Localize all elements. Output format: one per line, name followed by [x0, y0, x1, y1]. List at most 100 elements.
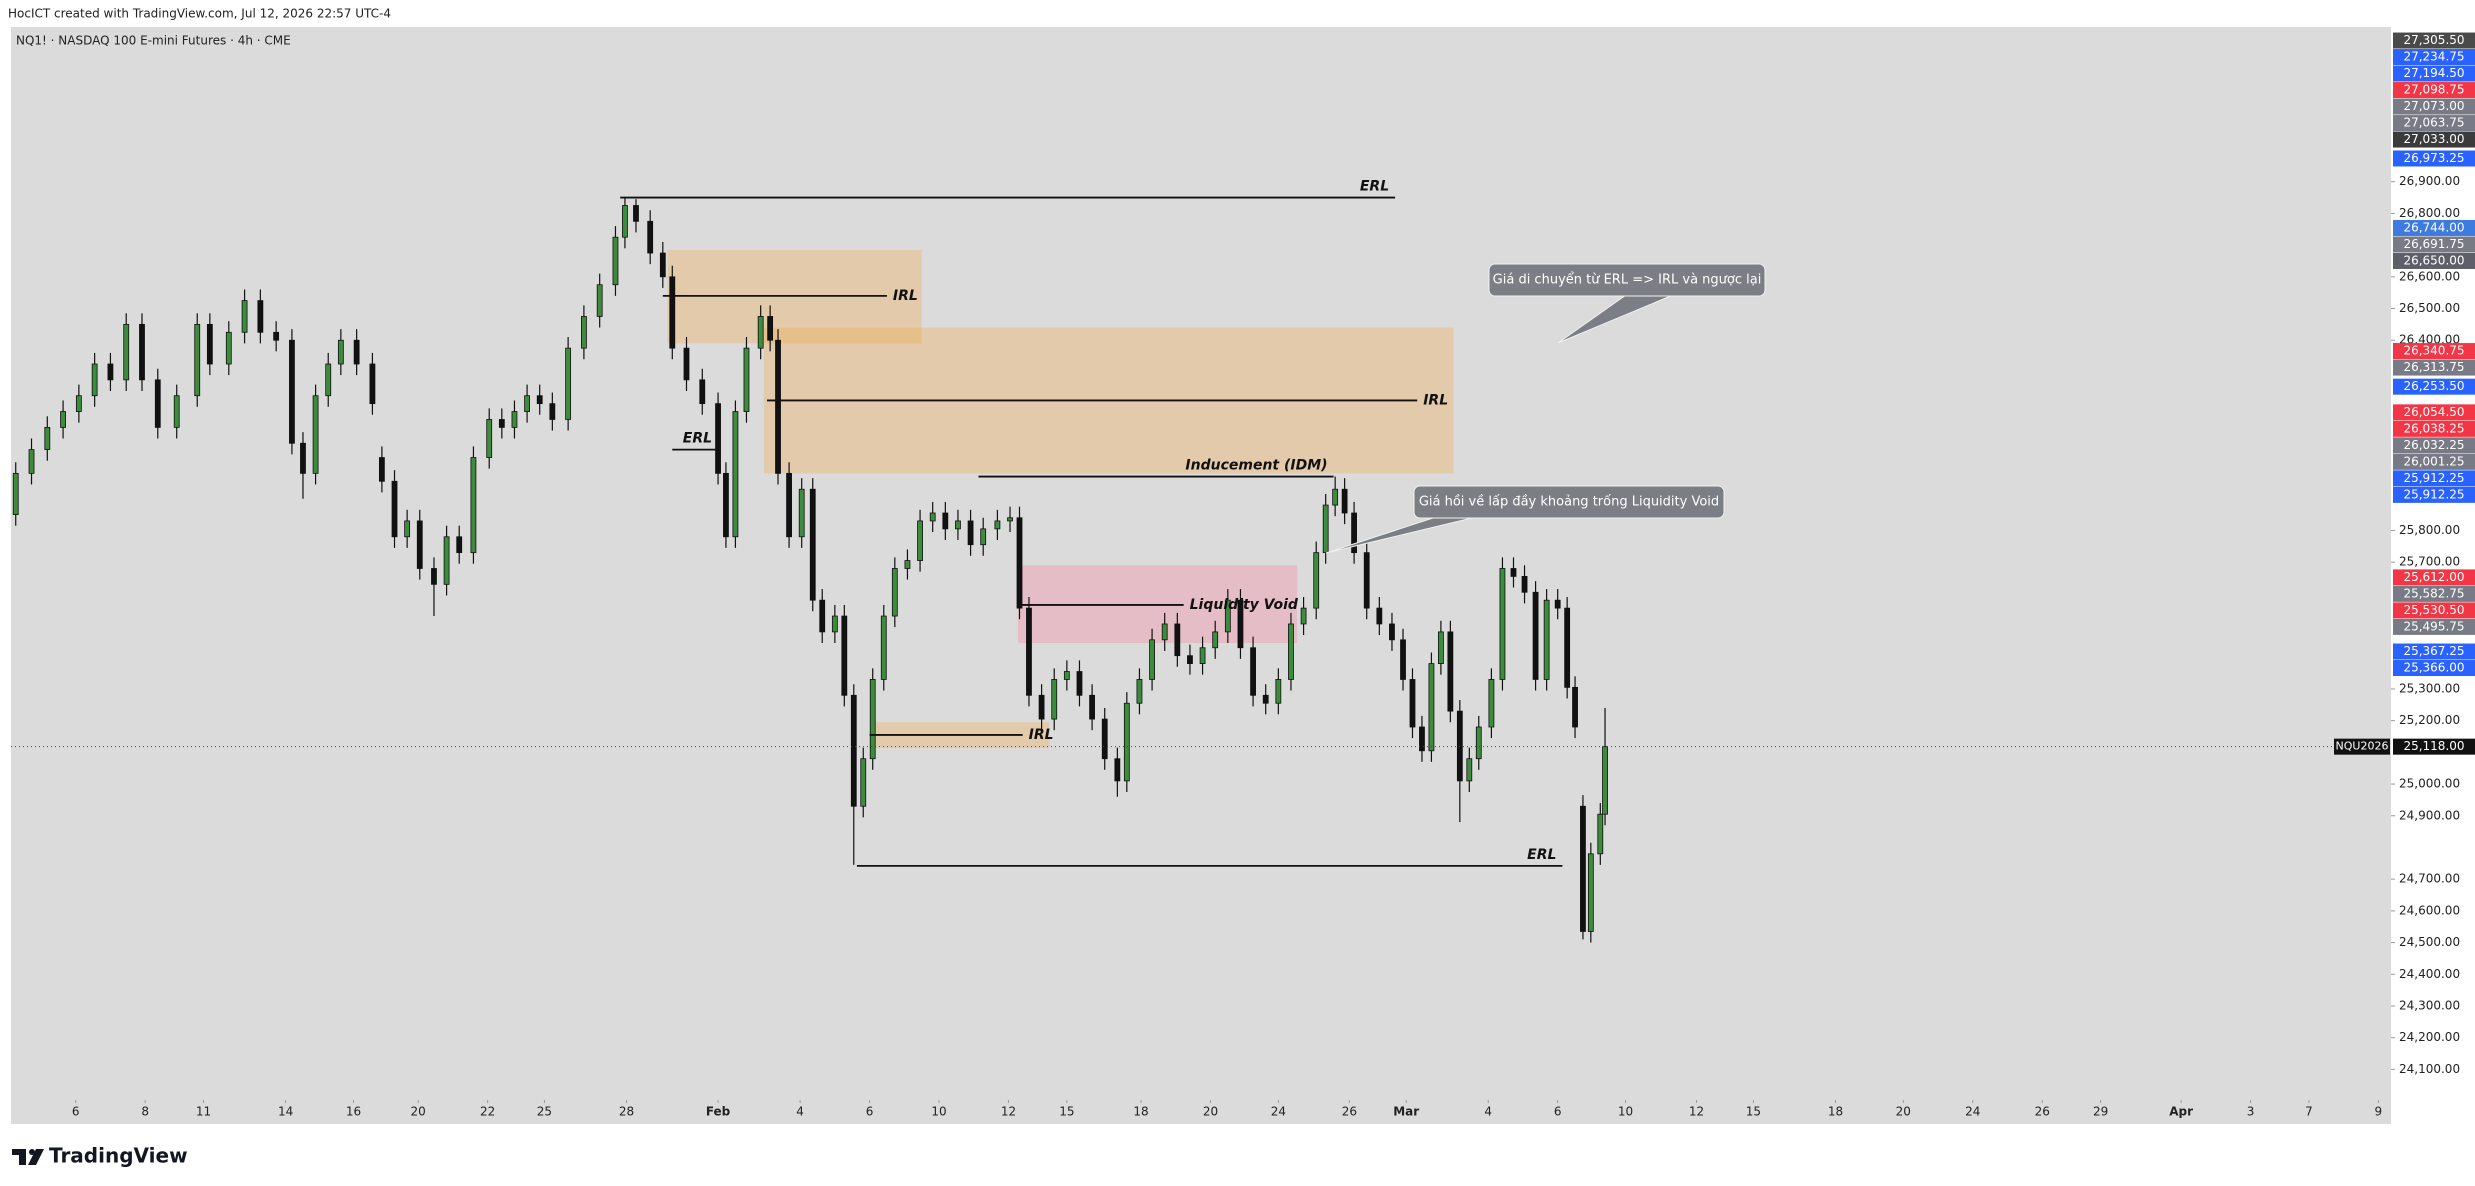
candle-body — [955, 520, 961, 530]
candle-body — [929, 512, 936, 522]
callout-box — [1413, 485, 1725, 519]
candle-body — [647, 220, 654, 254]
price-label: 25,912.25 — [2403, 471, 2464, 485]
candle-body — [1076, 671, 1083, 696]
x-tick-label: 11 — [196, 1105, 211, 1119]
last-price-box — [2393, 738, 2475, 755]
candle-body — [404, 520, 411, 538]
candle-body — [1007, 517, 1013, 522]
price-label: 25,912.25 — [2403, 487, 2464, 501]
price-label-box — [2393, 252, 2475, 269]
candle-body — [994, 520, 1001, 530]
candle-body — [536, 395, 543, 405]
x-tick-label: 26 — [1342, 1105, 1357, 1119]
candle-body — [1341, 488, 1348, 514]
x-tick-label: 22 — [480, 1105, 495, 1119]
candle-body — [1101, 718, 1108, 760]
candle-body — [699, 379, 706, 405]
x-tick-label: 10 — [1618, 1105, 1633, 1119]
y-tick-label: 26,900.00 — [2399, 174, 2460, 188]
candle-body — [1114, 758, 1121, 782]
price-label-box — [2393, 98, 2475, 115]
price-label-box — [2393, 569, 2475, 586]
price-label-box — [2393, 618, 2475, 635]
candle-body — [980, 528, 987, 546]
candle-body — [1376, 607, 1383, 625]
x-tick-label: Mar — [1393, 1105, 1419, 1119]
x-tick-label: 16 — [346, 1105, 361, 1119]
price-label-box — [2393, 378, 2475, 395]
candle-body — [633, 205, 639, 222]
candle-body — [241, 300, 248, 333]
candle-body — [904, 560, 911, 569]
candle-body — [289, 339, 295, 444]
candle-body — [1237, 599, 1244, 649]
candle-body — [456, 536, 463, 554]
level-label: IRL — [1423, 392, 1448, 408]
price-label: 25,612.00 — [2403, 570, 2464, 584]
candle-body — [1262, 694, 1269, 704]
candle-body — [470, 457, 477, 554]
candle-body — [431, 568, 437, 585]
candle-body — [1250, 647, 1256, 696]
callout-text: Giá di chuyển từ ERL => IRL và ngược lại — [1493, 273, 1762, 288]
x-tick-label: 6 — [866, 1105, 874, 1119]
candle-body — [378, 457, 385, 482]
candle-body — [1363, 552, 1370, 609]
candle-body — [44, 427, 51, 451]
candle-body — [1313, 552, 1320, 609]
candle-body — [659, 252, 666, 278]
x-tick-label: 20 — [1203, 1105, 1218, 1119]
candle-body — [194, 323, 201, 397]
y-tick-label: 25,700.00 — [2399, 555, 2460, 569]
x-tick-label: 28 — [619, 1105, 634, 1119]
candle-body — [1199, 647, 1206, 664]
brand-name: TradingView — [49, 1144, 188, 1168]
y-tick-label: 24,300.00 — [2399, 998, 2460, 1012]
candle-body — [1136, 679, 1143, 704]
candle-body — [325, 363, 332, 397]
candle-body — [819, 599, 826, 633]
candle-body — [1488, 679, 1495, 728]
y-tick-label: 24,900.00 — [2399, 808, 2460, 822]
candle-body — [1564, 607, 1571, 688]
price-label: 26,973.25 — [2403, 151, 2464, 165]
level-label: ERL — [1360, 179, 1389, 195]
price-label: 26,313.75 — [2403, 360, 2464, 374]
y-tick-label: 26,800.00 — [2399, 206, 2460, 220]
candle-body — [312, 395, 319, 474]
symbol-label: NQU2026 — [2336, 740, 2389, 753]
price-label-box — [2393, 437, 2475, 454]
level-label: ERL — [1527, 847, 1556, 863]
candle-body — [767, 316, 774, 341]
price-label-box — [2393, 486, 2475, 503]
price-label-box — [2393, 643, 2475, 660]
candle-body — [549, 403, 556, 420]
candle-body — [565, 347, 572, 420]
price-label: 26,340.75 — [2403, 344, 2464, 358]
candle-body — [1026, 607, 1032, 696]
candle-body — [775, 339, 781, 474]
candle-body — [60, 411, 66, 428]
price-label: 27,098.75 — [2403, 83, 2464, 97]
candle-body — [173, 395, 180, 428]
candle-body — [683, 347, 690, 381]
candle-body — [123, 323, 130, 381]
candle-body — [1332, 488, 1339, 506]
candle-body — [581, 316, 587, 349]
candle-body — [1275, 679, 1282, 704]
candle-body — [1288, 623, 1294, 680]
price-label: 25,366.00 — [2403, 661, 2464, 675]
y-tick-label: 25,200.00 — [2399, 713, 2460, 727]
price-label-box — [2393, 359, 2475, 376]
candle-body — [1174, 623, 1181, 657]
price-label: 25,530.50 — [2403, 603, 2464, 617]
price-label-box — [2393, 602, 2475, 619]
candle-body — [1475, 726, 1482, 760]
candle-body — [798, 488, 805, 538]
candle-body — [1224, 599, 1231, 633]
x-tick-label: 20 — [1896, 1105, 1911, 1119]
x-tick-label: Apr — [2169, 1105, 2193, 1119]
candle-body — [715, 403, 721, 474]
